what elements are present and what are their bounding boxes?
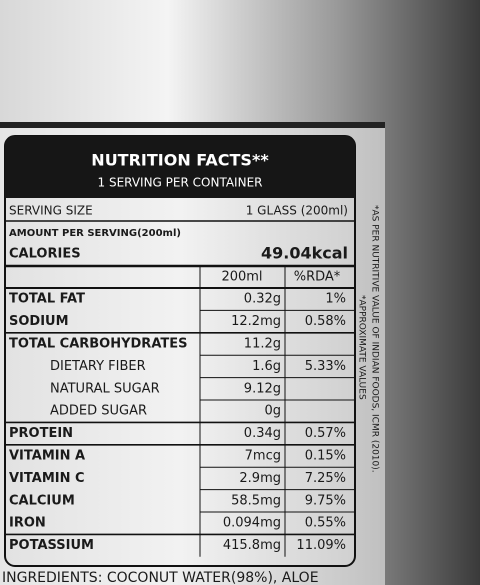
serving-value: 1 GLASS (200ml) bbox=[246, 204, 348, 218]
nutrient-name: VITAMIN A bbox=[9, 449, 85, 464]
amount: 12.2mg bbox=[231, 314, 281, 329]
amount: 2.9mg bbox=[239, 471, 281, 486]
amount: 1.6g bbox=[252, 359, 281, 374]
amount: 0g bbox=[264, 404, 281, 419]
rda: 0.55% bbox=[305, 516, 346, 531]
rda: 0.57% bbox=[305, 426, 346, 441]
title: NUTRITION FACTS** bbox=[91, 151, 269, 170]
rda: 11.09% bbox=[296, 538, 346, 553]
nutrient-name: IRON bbox=[9, 516, 46, 531]
nutrient-name: TOTAL CARBOHYDRATES bbox=[9, 337, 187, 352]
band bbox=[0, 122, 385, 128]
nutrient-name: CALCIUM bbox=[9, 493, 75, 508]
amount: 7mcg bbox=[245, 449, 281, 464]
note: *APPROXIMATE VALUES bbox=[357, 295, 367, 400]
nutrient-name: ADDED SUGAR bbox=[50, 404, 147, 419]
rda: 0.58% bbox=[305, 314, 346, 329]
facts-table: 200ml %RDA* TOTAL FAT 0.32g 1% SODIUM 12.2mg 0.… bbox=[5, 266, 355, 557]
amount: 9.12g bbox=[244, 381, 281, 396]
nutrient-name: SODIUM bbox=[9, 314, 69, 329]
rda: 5.33% bbox=[305, 359, 346, 374]
note: *AS PER NUTRITIVE VALUE OF INDIAN FOODS,… bbox=[370, 205, 380, 473]
column-header: %RDA* bbox=[294, 270, 341, 285]
amount: 11.2g bbox=[244, 337, 281, 352]
nutrient-name: VITAMIN C bbox=[9, 471, 85, 486]
column-header: 200ml bbox=[221, 270, 262, 285]
nutrient-name: PROTEIN bbox=[9, 426, 73, 441]
amount: 0.34g bbox=[244, 426, 281, 441]
nutrient-name: TOTAL FAT bbox=[9, 292, 85, 307]
rda: 9.75% bbox=[305, 493, 346, 508]
amount: 58.5mg bbox=[231, 493, 281, 508]
calories-value: 49.04kcal bbox=[261, 244, 348, 263]
calories-label: CALORIES bbox=[9, 247, 81, 262]
rda: 0.15% bbox=[305, 449, 346, 464]
facts-header bbox=[5, 136, 355, 198]
serving-label: SERVING SIZE bbox=[9, 204, 93, 218]
amount-per-serving: AMOUNT PER SERVING(200ml) bbox=[9, 228, 181, 239]
ingredients: INGREDIENTS: COCONUT WATER(98%), ALOE bbox=[2, 570, 319, 585]
subtitle: 1 SERVING PER CONTAINER bbox=[98, 176, 263, 190]
amount: 415.8mg bbox=[223, 538, 281, 553]
nutrient-name: NATURAL SUGAR bbox=[50, 381, 160, 396]
nutrient-name: DIETARY FIBER bbox=[50, 359, 146, 374]
amount: 0.094mg bbox=[223, 516, 281, 531]
rda: 1% bbox=[325, 292, 346, 307]
amount: 0.32g bbox=[244, 292, 281, 307]
nutrient-name: POTASSIUM bbox=[9, 538, 94, 553]
rda: 7.25% bbox=[305, 471, 346, 486]
